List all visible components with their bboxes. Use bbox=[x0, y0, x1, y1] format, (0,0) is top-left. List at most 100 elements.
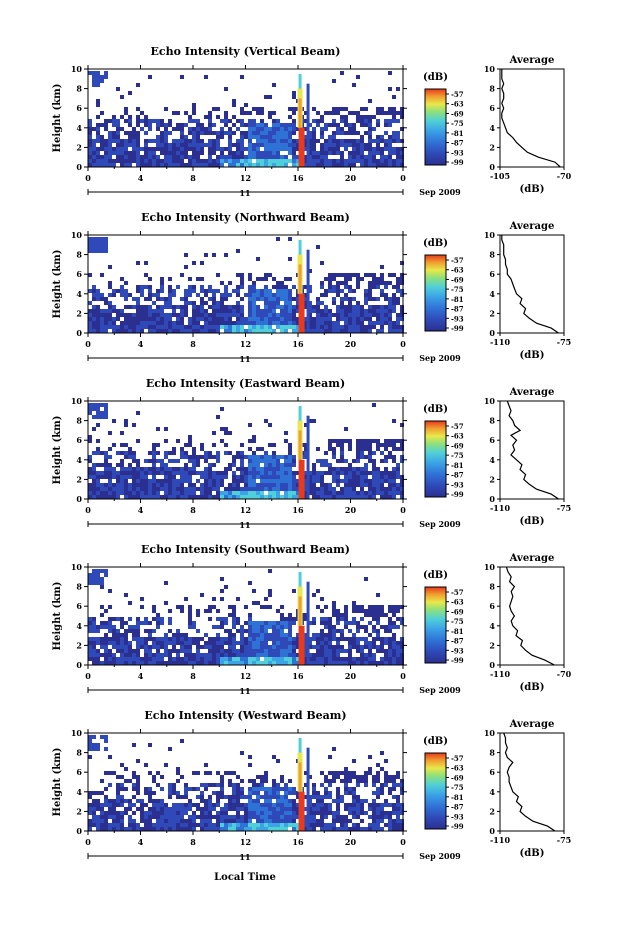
heatmap-cell bbox=[336, 827, 340, 831]
heatmap-cell bbox=[188, 127, 192, 131]
heatmap-cell bbox=[372, 605, 376, 609]
heatmap-cell bbox=[312, 661, 316, 665]
heatmap-cell bbox=[316, 487, 320, 491]
heatmap-cell bbox=[180, 329, 184, 333]
profile-line bbox=[506, 400, 559, 500]
heatmap-cell bbox=[344, 297, 348, 301]
heatmap-cell bbox=[88, 573, 92, 577]
heatmap-cell bbox=[268, 491, 272, 495]
heatmap-cell bbox=[352, 601, 356, 605]
heatmap-cell bbox=[360, 483, 364, 487]
heatmap-cell bbox=[108, 803, 112, 807]
heatmap-cell bbox=[316, 139, 320, 143]
heatmap-cell bbox=[396, 151, 400, 155]
profile-frame bbox=[499, 566, 565, 666]
heatmap-cell bbox=[132, 629, 136, 633]
heatmap-cell bbox=[116, 289, 120, 293]
heatmap-cell bbox=[216, 657, 220, 661]
heatmap-cell bbox=[172, 305, 176, 309]
heatmap-cell bbox=[384, 803, 388, 807]
heatmap-cell bbox=[272, 629, 276, 633]
heatmap-cell bbox=[108, 321, 112, 325]
heatmap-cell bbox=[164, 487, 168, 491]
heatmap-cell bbox=[336, 815, 340, 819]
heatmap-cell bbox=[276, 119, 280, 123]
heatmap-cell bbox=[240, 487, 244, 491]
heatmap-cell bbox=[92, 467, 96, 471]
heatmap-cell bbox=[272, 285, 276, 289]
heatmap-cell bbox=[252, 135, 256, 139]
heatmap-cell bbox=[120, 483, 124, 487]
heatmap-cell bbox=[284, 491, 288, 495]
heatmap-cell bbox=[188, 471, 192, 475]
heatmap-cell bbox=[312, 819, 316, 823]
heatmap-cell bbox=[360, 649, 364, 653]
heatmap-cell bbox=[288, 483, 292, 487]
heatmap-cell bbox=[384, 131, 388, 135]
heatmap-cell bbox=[272, 779, 276, 783]
heatmap-cell bbox=[260, 289, 264, 293]
heatmap-cell bbox=[396, 819, 400, 823]
heatmap-cell bbox=[356, 447, 360, 451]
heatmap-cell bbox=[368, 147, 372, 151]
heatmap-cell bbox=[164, 131, 168, 135]
heatmap-cell bbox=[368, 439, 372, 443]
heatmap-cell bbox=[228, 823, 232, 827]
heatmap-cell bbox=[96, 131, 100, 135]
heatmap-cell bbox=[148, 293, 152, 297]
heatmap-cell bbox=[100, 249, 104, 253]
heatmap-cell bbox=[392, 625, 396, 629]
heatmap-cell bbox=[88, 803, 92, 807]
heatmap-cell bbox=[208, 783, 212, 787]
heatmap-cell bbox=[216, 143, 220, 147]
heatmap-cell bbox=[172, 147, 176, 151]
heatmap-cell bbox=[272, 127, 276, 131]
heatmap-cell bbox=[140, 803, 144, 807]
heatmap-cell bbox=[176, 479, 180, 483]
heatmap-cell bbox=[360, 325, 364, 329]
heatmap-cell bbox=[308, 325, 312, 329]
heatmap-cell bbox=[184, 487, 188, 491]
heatmap-cell bbox=[340, 131, 344, 135]
colorbar-label: -63 bbox=[451, 598, 464, 607]
heatmap-cell bbox=[184, 811, 188, 815]
heatmap-cell bbox=[232, 661, 236, 665]
heatmap-cell bbox=[264, 135, 268, 139]
heatmap-cell bbox=[88, 273, 92, 277]
heatmap-cell bbox=[128, 653, 132, 657]
heatmap-cell bbox=[276, 237, 280, 241]
heatmap-cell bbox=[396, 803, 400, 807]
heatmap-cell bbox=[196, 657, 200, 661]
heatmap-cell bbox=[100, 241, 104, 245]
heatmap-cell bbox=[296, 471, 300, 475]
heatmap-cell bbox=[368, 155, 372, 159]
heatmap-cell bbox=[376, 159, 380, 163]
heatmap-cell bbox=[264, 455, 268, 459]
heatmap-cell bbox=[312, 823, 316, 827]
heatmap-cell bbox=[188, 661, 192, 665]
heatmap-cell bbox=[388, 657, 392, 661]
heatmap-cell bbox=[304, 495, 308, 499]
heatmap-cell bbox=[356, 605, 360, 609]
heatmap-cell bbox=[256, 151, 260, 155]
heatmap-cell bbox=[156, 819, 160, 823]
heatmap-cell bbox=[88, 289, 92, 293]
heatmap-cell bbox=[396, 447, 400, 451]
heatmap-cell bbox=[144, 119, 148, 123]
heatmap-cell bbox=[320, 483, 324, 487]
heatmap-cell bbox=[328, 325, 332, 329]
heatmap-cell bbox=[288, 455, 292, 459]
heatmap-cell bbox=[100, 819, 104, 823]
heatmap-cell bbox=[248, 439, 252, 443]
heatmap-cell bbox=[292, 827, 296, 831]
heatmap-cell bbox=[212, 783, 216, 787]
heatmap-cell bbox=[144, 657, 148, 661]
heatmap-cell bbox=[288, 617, 292, 621]
heatmap-cell bbox=[360, 147, 364, 151]
heatmap-cell bbox=[244, 815, 248, 819]
heatmap-cell bbox=[232, 621, 236, 625]
heatmap-cell bbox=[220, 637, 224, 641]
heatmap-cell bbox=[360, 495, 364, 499]
x-tick-label: 20 bbox=[345, 339, 357, 349]
